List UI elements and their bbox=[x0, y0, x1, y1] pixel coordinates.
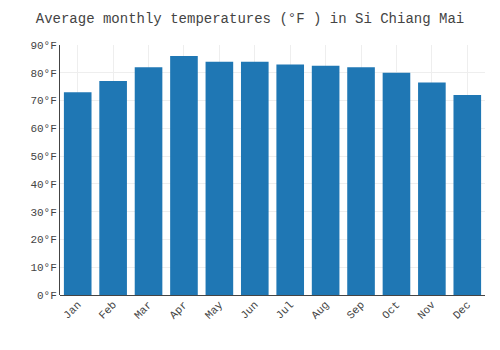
svg-text:0°F: 0°F bbox=[37, 290, 57, 302]
svg-text:Jan: Jan bbox=[61, 299, 83, 321]
svg-text:80°F: 80°F bbox=[30, 68, 56, 80]
svg-text:Jul: Jul bbox=[274, 299, 296, 321]
svg-text:Aug: Aug bbox=[309, 299, 331, 321]
svg-text:50°F: 50°F bbox=[30, 151, 56, 163]
svg-text:10°F: 10°F bbox=[30, 262, 56, 274]
svg-text:Average monthly temperatures (: Average monthly temperatures (°F ) in Si… bbox=[36, 11, 464, 27]
svg-text:90°F: 90°F bbox=[30, 40, 56, 52]
svg-text:Jun: Jun bbox=[238, 299, 260, 321]
svg-text:60°F: 60°F bbox=[30, 123, 56, 135]
svg-text:Sep: Sep bbox=[345, 299, 367, 321]
svg-text:May: May bbox=[203, 299, 226, 322]
svg-text:Mar: Mar bbox=[132, 299, 154, 321]
svg-text:70°F: 70°F bbox=[30, 95, 56, 107]
svg-text:30°F: 30°F bbox=[30, 207, 56, 219]
svg-text:Apr: Apr bbox=[167, 299, 189, 321]
svg-text:Oct: Oct bbox=[380, 299, 402, 321]
svg-text:Nov: Nov bbox=[415, 299, 438, 322]
svg-text:40°F: 40°F bbox=[30, 179, 56, 191]
svg-text:Feb: Feb bbox=[97, 299, 119, 321]
svg-text:Dec: Dec bbox=[451, 299, 473, 321]
svg-text:20°F: 20°F bbox=[30, 234, 56, 246]
